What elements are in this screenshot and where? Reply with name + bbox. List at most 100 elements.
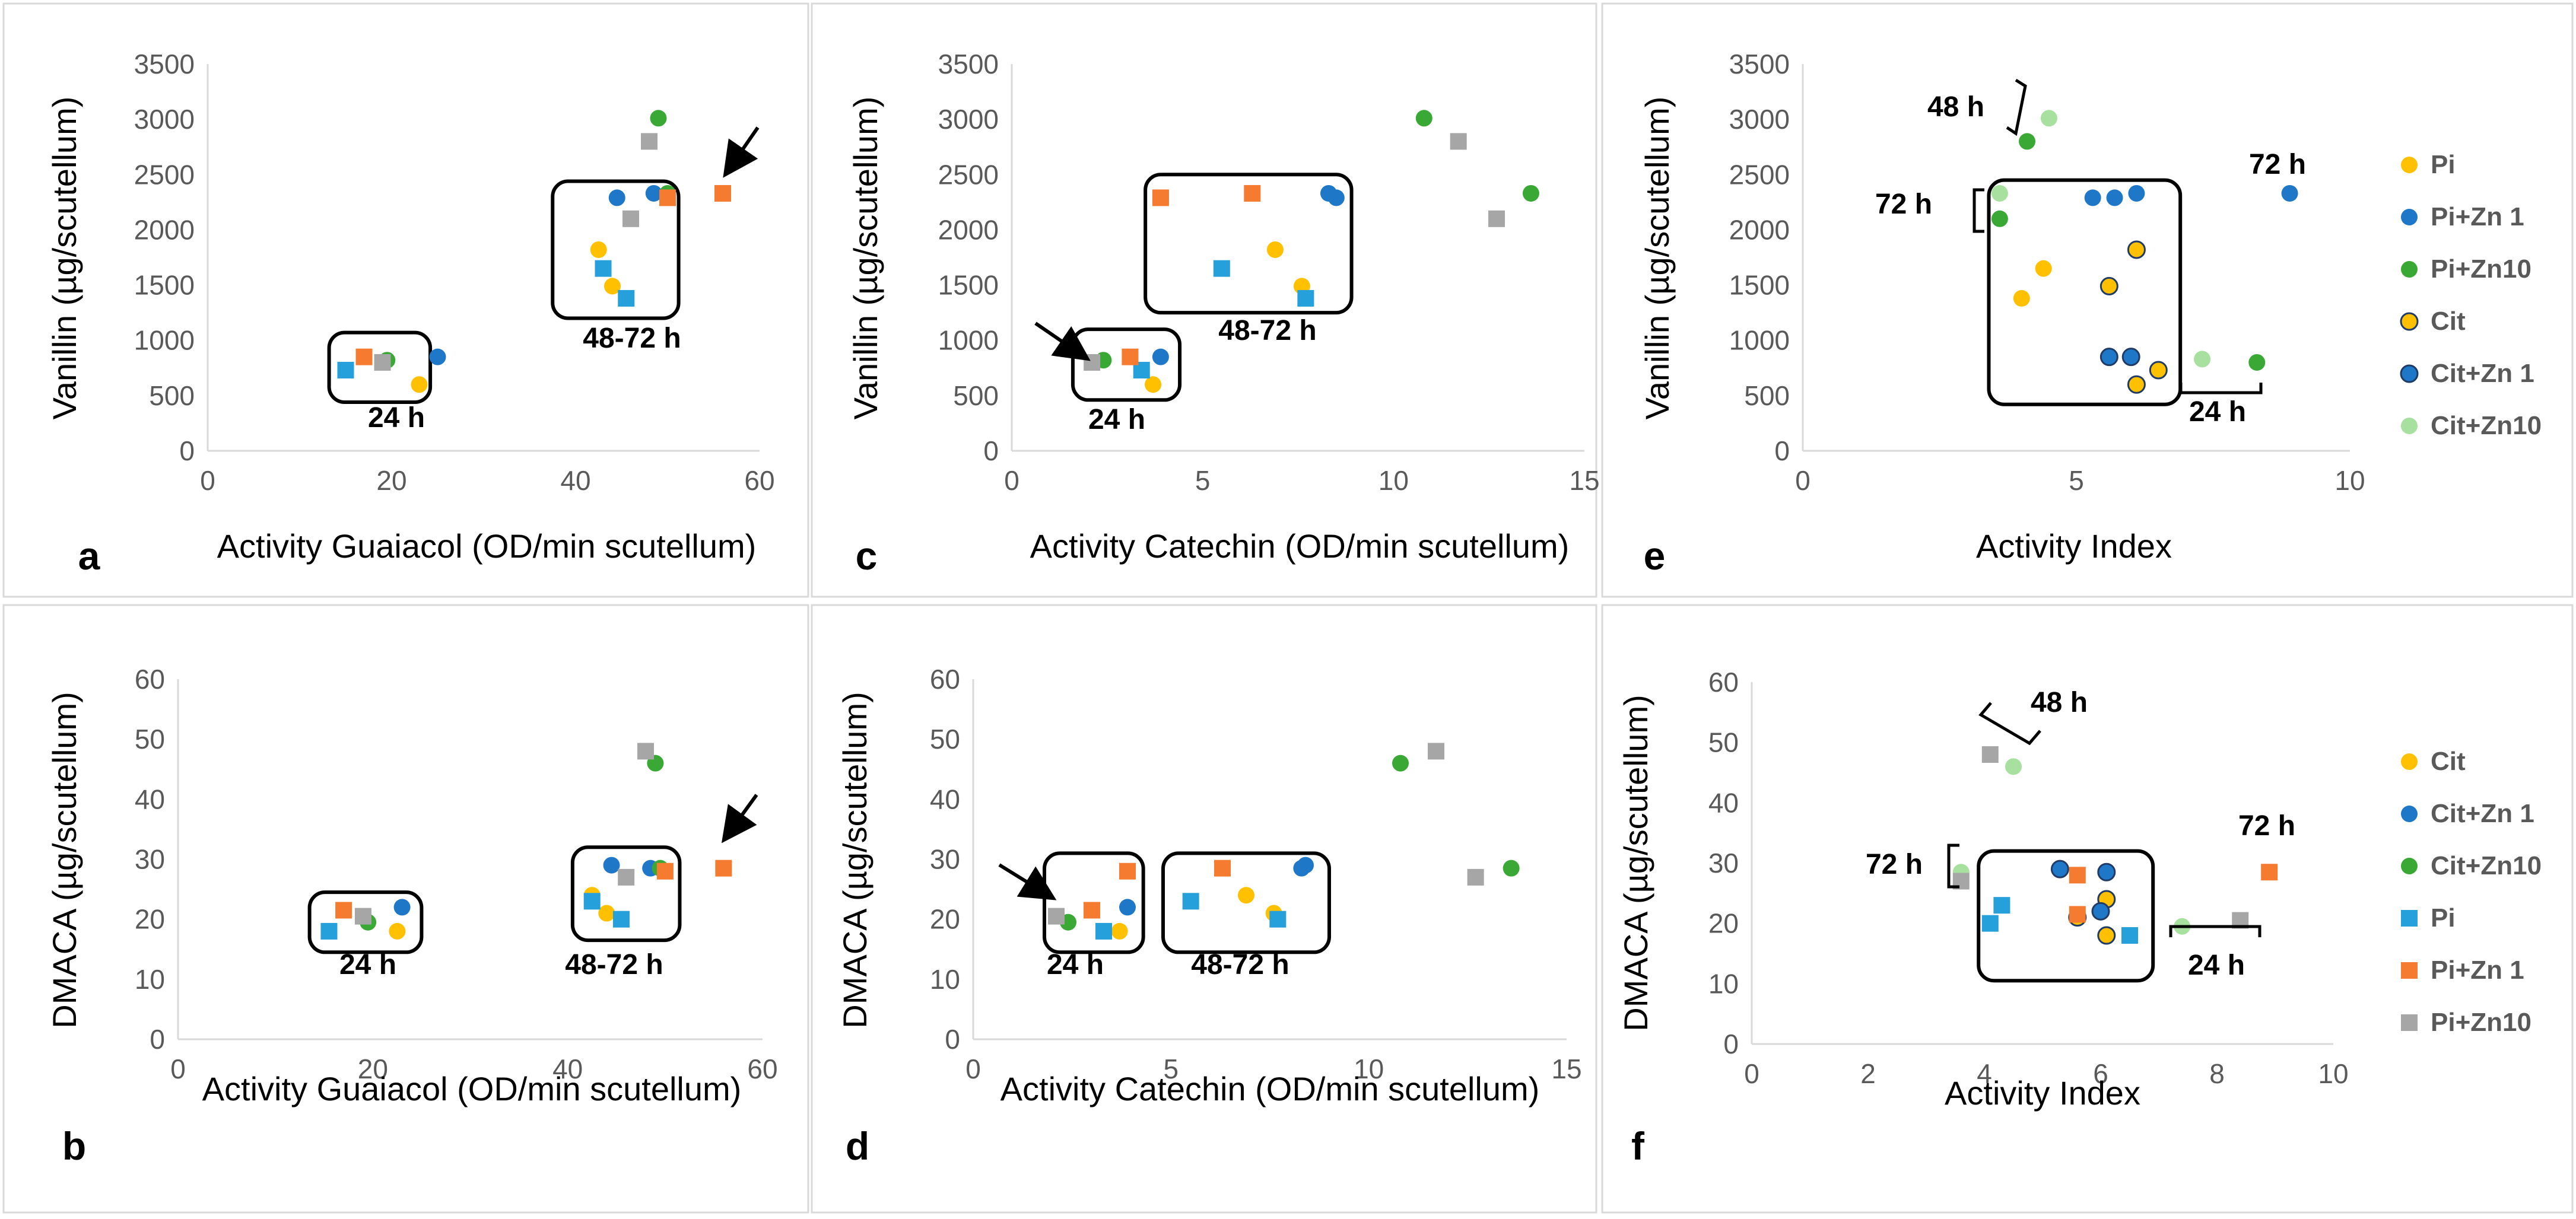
y-tick-label: 1500: [134, 270, 195, 301]
y-tick-label: 30: [135, 844, 165, 875]
data-point: [1991, 184, 2008, 202]
y-axis-title: DMACA (µg/scutellum): [1617, 695, 1654, 1032]
group-box: [1071, 327, 1182, 402]
data-point: [1297, 289, 1314, 307]
legend-marker: [2401, 261, 2418, 278]
x-tick-label: 6: [2093, 1058, 2108, 1089]
x-tick-label: 0: [1795, 465, 1810, 496]
bracket-annotation: [2006, 78, 2027, 136]
y-axis-title: Vanillin (µg/scutellum): [1638, 97, 1676, 420]
data-point: [389, 922, 406, 940]
y-tick-label: 1000: [1729, 325, 1790, 356]
y-axis-title: DMACA (µg/scutellum): [836, 692, 874, 1029]
data-point: [2127, 375, 2146, 394]
data-point: [612, 911, 630, 928]
data-point: [320, 922, 338, 940]
y-tick-label: 20: [1708, 908, 1739, 939]
x-axis-title: Activity Guaiacol (OD/min scutellum): [202, 1070, 742, 1107]
y-tick-label: 30: [1708, 848, 1739, 879]
panel-c-frame: [811, 2, 1597, 598]
legend-marker: [2401, 858, 2418, 874]
data-point: [2149, 361, 2168, 380]
data-point: [1522, 184, 1539, 202]
x-tick-label: 8: [2209, 1058, 2225, 1089]
x-tick-label: 0: [965, 1054, 981, 1084]
x-tick-label: 15: [1551, 1054, 1581, 1084]
data-point: [1991, 210, 2008, 227]
y-tick-label: 2500: [1729, 159, 1790, 190]
arrow-annotation: [721, 794, 758, 844]
data-point: [641, 133, 658, 150]
legend-label: Cit+Zn10: [2431, 411, 2542, 440]
y-tick-label: 60: [135, 664, 165, 695]
y-tick-label: 2000: [134, 214, 195, 245]
legend-marker: [2401, 753, 2418, 770]
data-point: [2121, 927, 2138, 944]
data-point: [354, 908, 371, 925]
group-label: 48-72 h: [565, 949, 663, 981]
legend-label: Cit: [2431, 747, 2466, 776]
group-label: 24 h: [368, 402, 425, 434]
y-tick-label: 50: [930, 724, 960, 755]
y-tick-label: 1000: [134, 325, 195, 356]
panel-letter: d: [846, 1124, 869, 1168]
y-tick-label: 3000: [1729, 104, 1790, 135]
data-point: [583, 893, 601, 910]
data-point: [590, 241, 607, 258]
legend-label: Cit+Zn10: [2431, 851, 2542, 880]
y-tick-label: 2000: [938, 214, 999, 245]
data-point: [2005, 758, 2022, 775]
y-tick-label: 10: [135, 964, 165, 995]
data-point: [1467, 868, 1484, 886]
group-label: 48-72 h: [583, 323, 681, 354]
data-point: [645, 184, 662, 202]
legend-label: Pi+Zn 1: [2431, 202, 2524, 231]
data-point: [1145, 376, 1162, 393]
data-point: [2099, 276, 2118, 295]
group-label: 48-72 h: [1218, 315, 1316, 346]
data-point: [2099, 348, 2118, 367]
x-axis-title: Activity Index: [1945, 1074, 2140, 1112]
y-tick-label: 40: [1708, 787, 1739, 818]
data-point: [656, 862, 674, 880]
data-point: [1244, 184, 1261, 202]
data-point: [355, 348, 373, 365]
y-tick-label: 30: [930, 844, 960, 875]
data-point: [1993, 897, 2010, 914]
data-point: [1084, 902, 1100, 919]
data-point: [1122, 348, 1139, 365]
data-point: [1095, 922, 1112, 940]
y-tick-label: 1500: [938, 270, 999, 301]
panel-e: 0 500 1000 1500 2000 2500 3000 3500 0 5 10 Activity…: [1638, 49, 2365, 578]
data-point: [1266, 241, 1284, 258]
panel-letter: b: [62, 1124, 86, 1168]
arrow-annotation: [1034, 322, 1091, 361]
data-point: [1182, 893, 1199, 910]
x-tick-label: 15: [1569, 465, 1599, 496]
legend-marker: [2400, 364, 2419, 383]
data-point: [1111, 922, 1128, 940]
data-point: [1214, 860, 1231, 877]
y-tick-label: 1500: [1729, 270, 1790, 301]
data-point: [2069, 906, 2086, 923]
arrow-annotation: [998, 863, 1057, 900]
y-tick-label: 50: [135, 724, 165, 755]
data-point: [637, 743, 654, 760]
data-point: [2248, 354, 2266, 371]
bracket-annotation: [1973, 188, 1984, 233]
x-tick-label: 10: [2334, 465, 2365, 496]
data-point: [2128, 184, 2145, 202]
y-tick-label: 0: [945, 1024, 960, 1055]
y-tick-label: 2500: [134, 159, 195, 190]
group-label: 48 h: [2031, 687, 2088, 718]
legend-label: Pi: [2431, 150, 2456, 179]
data-point: [1450, 133, 1467, 150]
x-tick-label: 20: [376, 465, 406, 496]
y-tick-label: 0: [983, 435, 999, 466]
y-tick-label: 10: [930, 964, 960, 995]
data-point: [2069, 867, 2086, 884]
legend-marker: [2401, 962, 2418, 979]
y-tick-label: 20: [135, 904, 165, 935]
